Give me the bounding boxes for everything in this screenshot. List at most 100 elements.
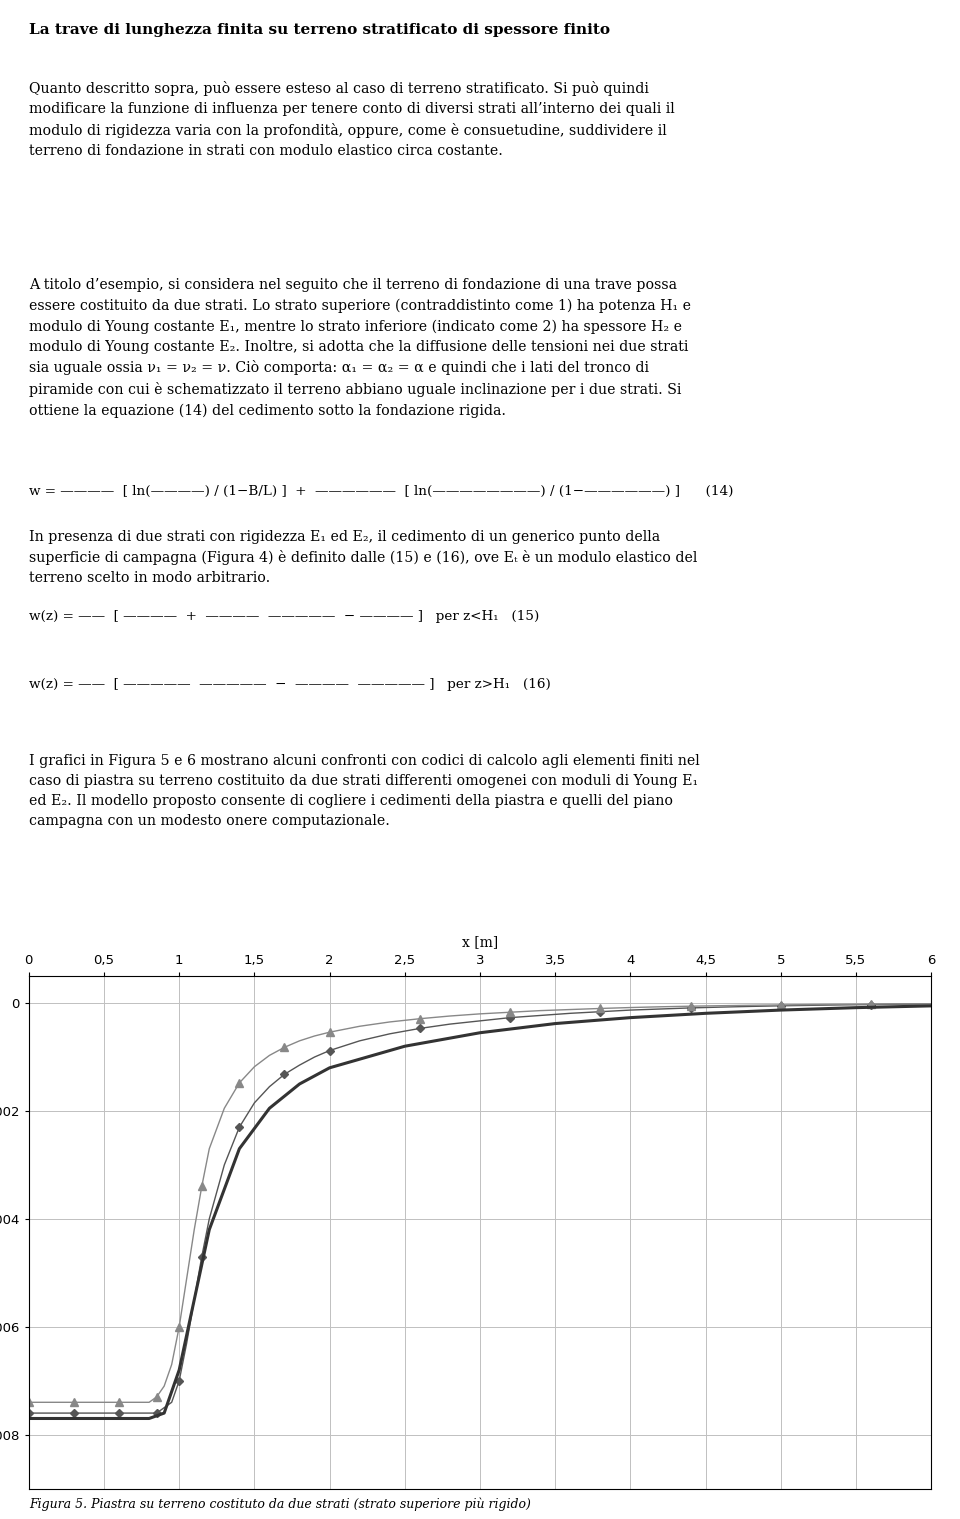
- Ansys: [98, 1393, 109, 1411]
- Ansys: [324, 1024, 335, 1042]
- Plaxis: [233, 1139, 245, 1157]
- Dal-Bov: [309, 1048, 321, 1066]
- Dal-Bov: [354, 1031, 366, 1050]
- Dal-Bov: [166, 1393, 178, 1411]
- Ansys: [151, 1388, 162, 1407]
- Ansys: [535, 1001, 546, 1019]
- Dal-Bov: [38, 1404, 50, 1422]
- Ansys: [233, 1074, 245, 1092]
- Dal-Bov: [414, 1019, 425, 1037]
- Line: Dal-Bov: Dal-Bov: [26, 1001, 934, 1416]
- Plaxis: [264, 1100, 276, 1118]
- Ansys: [564, 1001, 576, 1019]
- Ansys: [180, 1268, 192, 1287]
- Ansys: [84, 1393, 95, 1411]
- Plaxis: [549, 1015, 561, 1033]
- Dal-Bov: [143, 1404, 155, 1422]
- Dal-Bov: [655, 1000, 666, 1018]
- Plaxis: [775, 1001, 786, 1019]
- Plaxis: [23, 1410, 35, 1428]
- Dal-Bov: [188, 1291, 200, 1309]
- Text: A titolo d’esempio, si considera nel seguito che il terreno di fondazione di una: A titolo d’esempio, si considera nel seg…: [29, 278, 691, 418]
- Ansys: [925, 995, 937, 1013]
- Legend: Dal-Bov, Ansys, Plaxis: Dal-Bov, Ansys, Plaxis: [956, 1107, 960, 1203]
- Text: In presenza di due strati con rigidezza E₁ ed E₂, il cedimento di un generico pu: In presenza di due strati con rigidezza …: [29, 530, 697, 585]
- Dal-Bov: [324, 1042, 335, 1060]
- Dal-Bov: [625, 1001, 636, 1019]
- Ansys: [835, 995, 847, 1013]
- Dal-Bov: [180, 1334, 192, 1352]
- Dal-Bov: [129, 1404, 140, 1422]
- Ansys: [354, 1018, 366, 1036]
- Line: Plaxis: Plaxis: [29, 1006, 931, 1419]
- Plaxis: [174, 1361, 185, 1379]
- Dal-Bov: [745, 998, 756, 1016]
- Dal-Bov: [98, 1404, 109, 1422]
- Plaxis: [324, 1059, 335, 1077]
- Dal-Bov: [264, 1077, 276, 1095]
- Dal-Bov: [474, 1012, 486, 1030]
- Ansys: [294, 1031, 305, 1050]
- Ansys: [504, 1003, 516, 1021]
- Text: Quanto descritto sopra, può essere esteso al caso di terreno stratificato. Si pu: Quanto descritto sopra, può essere estes…: [29, 81, 675, 158]
- Dal-Bov: [835, 996, 847, 1015]
- Text: Figura 5. Piastra su terreno costituto da due strati (strato superiore più rigid: Figura 5. Piastra su terreno costituto d…: [29, 1498, 531, 1511]
- Plaxis: [399, 1037, 411, 1056]
- X-axis label: x [m]: x [m]: [462, 934, 498, 949]
- Dal-Bov: [294, 1056, 305, 1074]
- Dal-Bov: [715, 998, 727, 1016]
- Dal-Bov: [68, 1404, 80, 1422]
- Text: w(z) = ——  [ —————  —————  −  ————  ————— ]   per z>H₁   (16): w(z) = —— [ ————— ————— − ———— ————— ] p…: [29, 677, 551, 691]
- Dal-Bov: [504, 1009, 516, 1027]
- Text: w(z) = ——  [ ————  +  ————  —————  − ———— ]   per z<H₁   (15): w(z) = —— [ ———— + ———— ————— − ———— ] p…: [29, 611, 540, 623]
- Plaxis: [53, 1410, 64, 1428]
- Ansys: [53, 1393, 64, 1411]
- Ansys: [38, 1393, 50, 1411]
- Ansys: [23, 1393, 35, 1411]
- Ansys: [414, 1010, 425, 1028]
- Dal-Bov: [84, 1404, 95, 1422]
- Ansys: [655, 998, 666, 1016]
- Plaxis: [143, 1410, 155, 1428]
- Ansys: [249, 1057, 260, 1075]
- Ansys: [384, 1013, 396, 1031]
- Ansys: [188, 1221, 200, 1240]
- Dal-Bov: [23, 1404, 35, 1422]
- Ansys: [143, 1393, 155, 1411]
- Dal-Bov: [805, 996, 817, 1015]
- Dal-Bov: [151, 1404, 162, 1422]
- Plaxis: [84, 1410, 95, 1428]
- Plaxis: [188, 1291, 200, 1309]
- Dal-Bov: [278, 1065, 290, 1083]
- Dal-Bov: [249, 1094, 260, 1112]
- Ansys: [444, 1007, 456, 1025]
- Ansys: [174, 1317, 185, 1335]
- Dal-Bov: [384, 1025, 396, 1044]
- Plaxis: [700, 1004, 711, 1022]
- Plaxis: [204, 1221, 215, 1240]
- Plaxis: [294, 1075, 305, 1094]
- Ansys: [745, 996, 756, 1015]
- Plaxis: [113, 1410, 125, 1428]
- Dal-Bov: [174, 1372, 185, 1390]
- Dal-Bov: [684, 1000, 696, 1018]
- Text: La trave di lunghezza finita su terreno stratificato di spessore finito: La trave di lunghezza finita su terreno …: [29, 23, 610, 36]
- Line: Ansys: Ansys: [25, 1000, 935, 1407]
- Plaxis: [474, 1024, 486, 1042]
- Ansys: [129, 1393, 140, 1411]
- Ansys: [204, 1139, 215, 1157]
- Plaxis: [158, 1404, 170, 1422]
- Ansys: [68, 1393, 80, 1411]
- Dal-Bov: [535, 1007, 546, 1025]
- Plaxis: [925, 996, 937, 1015]
- Dal-Bov: [925, 995, 937, 1013]
- Ansys: [309, 1027, 321, 1045]
- Ansys: [594, 1000, 606, 1018]
- Text: w = ————  [ ln(————) / (1−B/L) ]  +  ——————  [ ln(————————) / (1−——————) ]      : w = ———— [ ln(————) / (1−B/L) ] + ——————…: [29, 485, 733, 498]
- Ansys: [625, 998, 636, 1016]
- Ansys: [805, 995, 817, 1013]
- Ansys: [158, 1378, 170, 1396]
- Plaxis: [625, 1009, 636, 1027]
- Dal-Bov: [594, 1003, 606, 1021]
- Ansys: [684, 996, 696, 1015]
